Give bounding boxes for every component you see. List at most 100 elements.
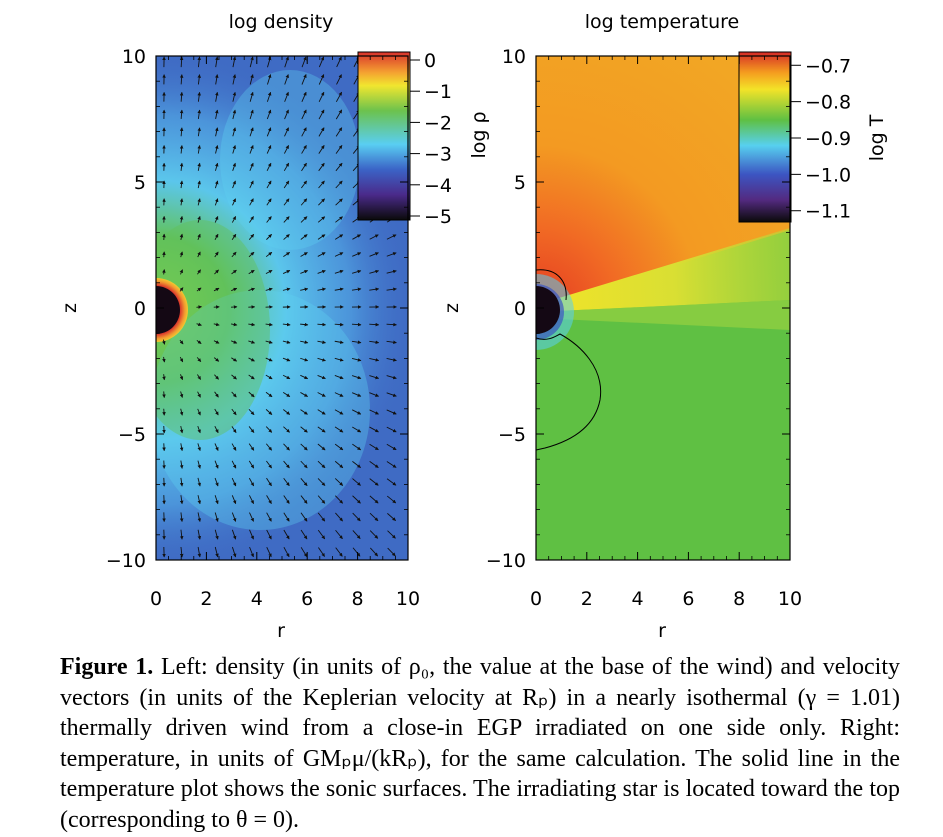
velocity-arrow (301, 56, 307, 68)
velocity-arrow (179, 477, 184, 487)
velocity-arrow (197, 495, 202, 505)
velocity-arrow (352, 252, 362, 257)
velocity-arrow (300, 374, 309, 380)
temperature-panel: log temperature −0.7 −0.8 −0.9 −1.0 −1.1 log… (441, 11, 888, 642)
velocity-arrow (369, 287, 380, 292)
velocity-arrow (196, 305, 202, 309)
velocity-arrow (386, 426, 397, 433)
temperature-colorbar (738, 51, 792, 223)
velocity-arrow (214, 391, 219, 398)
velocity-arrow (230, 322, 238, 327)
velocity-arrow (197, 198, 201, 206)
velocity-arrow (231, 426, 237, 434)
velocity-arrow (317, 234, 326, 240)
velocity-arrow (266, 145, 272, 154)
velocity-arrow (231, 357, 238, 362)
density-ytick-label: 0 (134, 298, 146, 320)
temperature-xtick-label: 10 (778, 588, 802, 610)
velocity-arrow (318, 180, 325, 189)
velocity-arrow (162, 339, 166, 345)
velocity-arrow (197, 251, 201, 258)
velocity-arrow (334, 252, 344, 257)
density-planet (156, 286, 180, 334)
velocity-arrow (282, 270, 291, 274)
velocity-arrow (335, 216, 343, 223)
velocity-arrow (352, 478, 361, 486)
velocity-arrow (266, 162, 272, 172)
velocity-arrow (317, 495, 326, 504)
temperature-ytick-label: 0 (514, 298, 526, 320)
velocity-arrow (214, 233, 219, 241)
velocity-arrow (318, 145, 325, 154)
density-ytick-label: −5 (118, 424, 146, 446)
temperature-ytick-label: −5 (498, 424, 526, 446)
temperature-colorbar-label: log T (866, 114, 888, 161)
density-colorbar-tick-label: 0 (424, 50, 436, 72)
velocity-arrow (197, 127, 201, 137)
velocity-arrow (179, 529, 184, 540)
temperature-ytick-label: −10 (486, 550, 526, 572)
velocity-arrow (386, 234, 397, 240)
velocity-arrow (317, 374, 326, 380)
temperature-colorbar-fill (739, 52, 791, 222)
velocity-arrow (197, 74, 201, 85)
velocity-arrow (300, 460, 308, 469)
velocity-arrow (232, 162, 236, 171)
velocity-arrow (282, 322, 291, 327)
velocity-arrow (369, 234, 379, 240)
velocity-arrow (265, 374, 273, 380)
density-ylabel: z (59, 303, 81, 313)
velocity-arrow (179, 339, 184, 345)
density-colorbar-tick-label: −4 (424, 175, 452, 197)
velocity-arrow (232, 109, 237, 120)
velocity-arrow (317, 478, 326, 486)
velocity-arrow (283, 547, 290, 558)
velocity-arrow (301, 74, 307, 85)
velocity-arrow (179, 127, 184, 137)
velocity-arrow (300, 529, 308, 540)
velocity-arrow (301, 109, 307, 120)
velocity-arrow (266, 91, 272, 102)
velocity-arrow (179, 215, 184, 223)
velocity-arrow (369, 495, 379, 504)
velocity-arrow (179, 495, 184, 505)
velocity-arrow (351, 287, 362, 292)
velocity-arrow (283, 216, 290, 223)
velocity-arrow (162, 374, 166, 381)
velocity-arrow (369, 269, 380, 274)
temperature-xtick-label: 8 (733, 588, 745, 610)
velocity-arrow (318, 74, 325, 85)
velocity-arrow (334, 234, 344, 240)
velocity-arrow (334, 287, 344, 292)
velocity-arrow (267, 56, 272, 68)
velocity-arrow (352, 495, 361, 504)
velocity-arrow (214, 180, 219, 189)
velocity-arrow (369, 340, 380, 345)
velocity-arrow (283, 180, 290, 189)
velocity-arrow (214, 546, 219, 558)
velocity-arrow (282, 287, 291, 292)
velocity-arrow (231, 408, 237, 416)
velocity-arrow (266, 460, 272, 469)
velocity-arrow (248, 340, 256, 344)
velocity-arrow (197, 109, 201, 120)
velocity-arrow (249, 180, 254, 189)
velocity-arrow (214, 269, 219, 275)
velocity-arrow (387, 547, 396, 557)
density-colorbar-tick-label: −3 (424, 144, 452, 166)
velocity-arrow (300, 547, 308, 558)
velocity-arrow (283, 234, 290, 240)
velocity-arrow (179, 546, 184, 558)
sonic-surface-lower (536, 333, 602, 451)
velocity-arrow (197, 477, 202, 487)
velocity-arrow (214, 529, 219, 540)
velocity-arrow (369, 478, 379, 486)
velocity-arrow (352, 426, 362, 433)
figure-1: log density 0 −1 −2 −3 −4 −5 log ρ 0 2 4 6 8 10 10 5… (59, 11, 888, 642)
velocity-arrow (352, 443, 362, 451)
velocity-arrow (248, 322, 256, 327)
velocity-arrow (248, 408, 255, 416)
velocity-arrow (179, 460, 184, 469)
velocity-arrow (283, 162, 290, 172)
velocity-arrow (179, 109, 184, 119)
